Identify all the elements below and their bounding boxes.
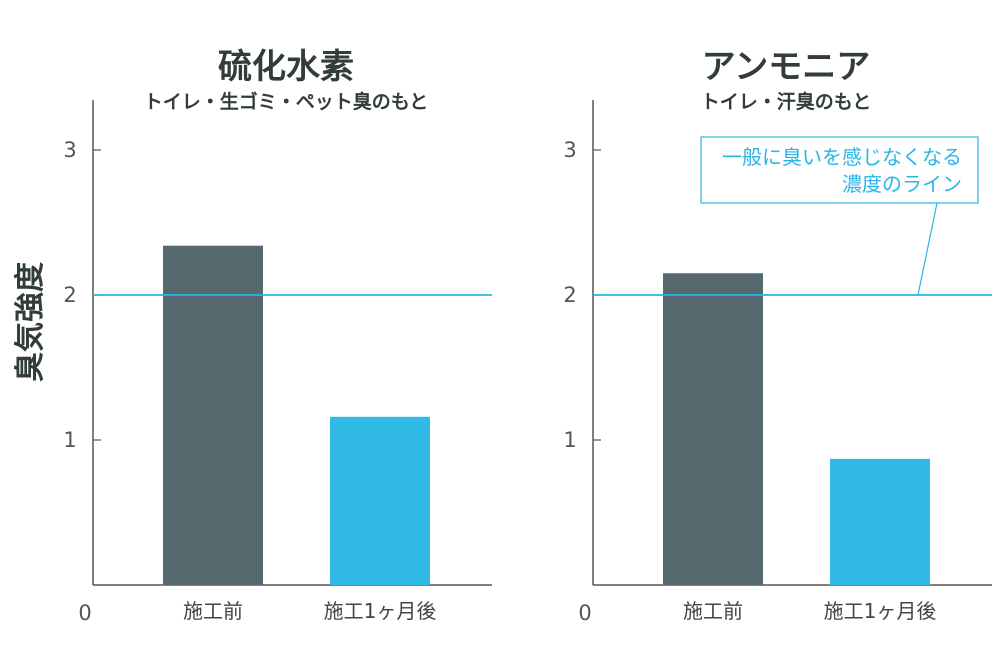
x-category-label: 施工1ヶ月後 [324, 599, 437, 623]
y-tick-label: 0 [78, 601, 91, 625]
x-category-label: 施工1ヶ月後 [824, 599, 937, 623]
chart-subtitle: トイレ・汗臭のもと [701, 90, 872, 113]
y-tick-label: 2 [563, 283, 576, 307]
annotation-box [700, 136, 979, 204]
y-tick-label: 2 [63, 283, 76, 307]
y-tick-label: 0 [578, 601, 591, 625]
y-tick-label: 3 [63, 138, 76, 162]
bar [330, 416, 430, 585]
chart-title: アンモニア [702, 47, 871, 87]
bar [830, 458, 930, 585]
chart-subtitle: トイレ・生ゴミ・ペット臭のもと [144, 90, 429, 113]
chart-title: 硫化水素 [218, 47, 354, 87]
y-axis-label: 臭気強度 [13, 262, 48, 382]
annotation-text: 一般に臭いを感じなくなる [722, 145, 962, 169]
y-tick-label: 1 [563, 428, 576, 452]
bar [163, 245, 263, 585]
bar [663, 273, 763, 585]
y-tick-label: 1 [63, 428, 76, 452]
annotation-leader-line [917, 202, 938, 296]
x-category-label: 施工前 [683, 599, 743, 623]
x-category-label: 施工前 [183, 599, 243, 623]
y-tick-label: 3 [563, 138, 576, 162]
annotation-text: 濃度のライン [842, 172, 962, 196]
